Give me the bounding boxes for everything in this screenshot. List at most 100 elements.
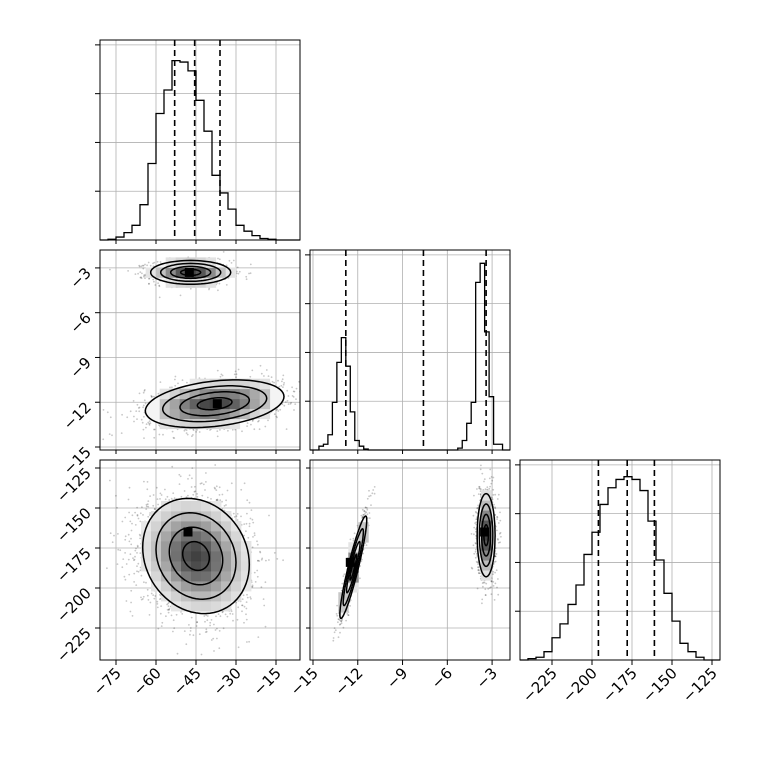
sample-point [265,369,268,371]
sample-point [168,607,171,610]
sample-point [146,481,149,483]
sample-point [219,615,222,618]
sample-point [126,416,129,419]
sample-point [136,545,139,548]
sample-point [177,382,179,385]
sample-point [141,506,143,509]
sample-point [277,379,279,382]
sample-point [216,627,218,630]
sample-point [232,619,234,622]
sample-point [172,619,175,622]
sample-point [135,584,138,586]
sample-point [236,270,238,273]
sample-point [216,637,218,640]
sample-point [221,493,224,496]
sample-point [173,497,176,499]
sample-point [158,284,161,287]
sample-point [205,472,207,474]
sample-point [148,614,151,616]
sample-point [151,395,153,398]
sample-point [140,276,142,279]
sample-point [304,390,306,392]
sample-point [157,627,160,630]
sample-point [130,537,132,540]
sample-point [168,499,171,501]
sample-point [181,613,184,615]
sample-point [237,606,240,609]
sample-point [169,386,171,389]
sample-point [206,619,209,622]
sample-point [212,637,215,640]
sample-point [185,643,188,646]
sample-point [214,629,217,631]
sample-point [124,516,127,519]
sample-point [216,498,219,501]
sample-point [245,278,248,281]
sample-point [148,277,151,280]
sample-point [154,508,156,510]
sample-point [125,563,128,565]
sample-point [205,481,207,483]
sample-point [192,493,195,496]
sample-point [236,266,239,269]
sample-point [264,425,267,428]
sample-point [145,426,147,429]
sample-point [218,486,221,489]
sample-point [142,391,145,394]
sample-point [209,429,211,431]
sample-point [248,272,250,275]
sample-point [132,557,134,560]
sample-point [205,630,208,633]
sample-point [109,416,112,419]
sample-point [145,508,148,510]
sample-point [124,578,127,581]
sample-point [191,435,193,438]
sample-point [162,433,164,436]
sample-point [218,494,221,496]
sample-point [150,394,153,397]
sample-point [140,598,143,601]
sample-point [293,409,295,411]
sample-point [158,433,161,436]
sample-point [185,496,188,498]
sample-point [149,601,152,604]
sample-point [143,389,146,391]
sample-point [232,259,235,262]
sample-point [246,596,249,599]
sample-point [289,403,292,405]
sample-point [319,390,321,392]
sample-point [225,284,228,286]
sample-point [149,264,152,267]
sample-point [153,597,156,600]
sample-point [152,278,155,281]
sample-point [253,534,256,537]
sample-point [130,601,133,604]
sample-point [241,604,243,607]
sample-point [146,264,149,267]
sample-point [258,428,261,431]
sample-point [234,370,237,373]
sample-point [159,381,162,383]
sample-point [276,558,279,560]
sample-point [265,559,267,562]
sample-point [142,598,144,600]
sample-point [291,386,293,389]
sample-point [192,429,195,432]
sample-point [263,604,266,607]
sample-point [154,284,157,286]
sample-point [246,499,249,502]
sample-point [164,498,167,501]
sample-point [159,612,162,615]
sample-point [246,641,248,643]
sample-point [267,375,270,377]
sample-point [111,434,113,437]
sample-point [133,559,135,562]
sample-point [141,264,144,267]
sample-point [137,272,140,275]
sample-point [146,588,149,591]
sample-point [235,601,238,604]
sample-point [134,555,136,558]
sample-point [232,512,235,515]
sample-point [156,600,159,603]
sample-point [142,264,145,267]
